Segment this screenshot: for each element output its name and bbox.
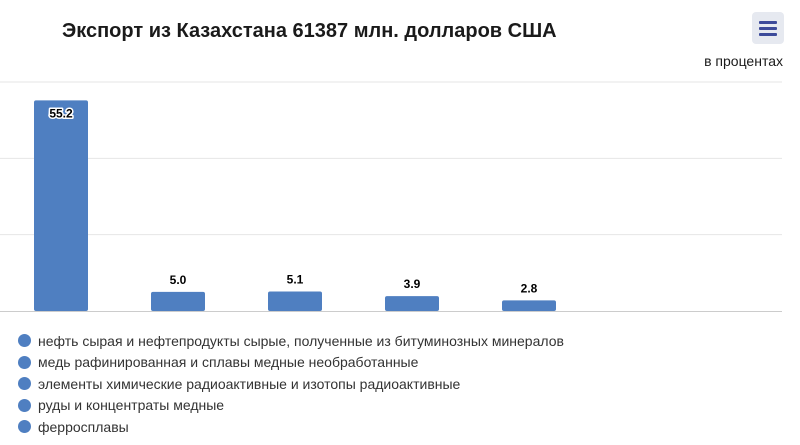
legend-item[interactable]: ферросплавы xyxy=(18,416,564,438)
legend-label: руды и концентраты медные xyxy=(38,397,225,414)
legend-label: элементы химические радиоактивные и изот… xyxy=(38,375,461,392)
menu-line xyxy=(759,21,777,24)
legend-item[interactable]: элементы химические радиоактивные и изот… xyxy=(18,373,564,395)
legend-marker-icon xyxy=(18,398,31,412)
legend-item[interactable]: нефть сырая и нефтепродукты сырые, получ… xyxy=(18,330,564,352)
bar-value-label: 3.9 xyxy=(404,277,421,291)
legend-marker-icon xyxy=(18,334,31,348)
bar xyxy=(502,300,556,311)
hamburger-menu-icon[interactable] xyxy=(752,12,784,44)
bar-value-label: 2.8 xyxy=(521,281,538,295)
legend-marker-icon xyxy=(18,377,31,391)
bar-value-label: 5.0 xyxy=(170,273,187,287)
legend-label: ферросплавы xyxy=(38,418,129,435)
legend-item[interactable]: медь рафинированная и сплавы медные необ… xyxy=(18,352,564,374)
chart-title: Экспорт из Казахстана 61387 млн. долларо… xyxy=(62,20,557,42)
bar xyxy=(385,296,439,311)
menu-line xyxy=(759,27,777,30)
bar xyxy=(34,100,88,311)
unit-label: в процентах xyxy=(704,53,783,69)
legend-label: медь рафинированная и сплавы медные необ… xyxy=(38,354,419,371)
bar xyxy=(151,291,205,311)
bar-value-label: 55.2 xyxy=(49,106,73,120)
bar-value-label: 5.1 xyxy=(287,273,304,287)
legend-item[interactable]: руды и концентраты медные xyxy=(18,395,564,417)
legend-marker-icon xyxy=(18,355,31,369)
bar xyxy=(268,291,322,311)
legend: нефть сырая и нефтепродукты сырые, получ… xyxy=(18,330,564,438)
legend-marker-icon xyxy=(18,420,31,434)
legend-label: нефть сырая и нефтепродукты сырые, получ… xyxy=(38,332,564,349)
menu-line xyxy=(759,33,777,36)
